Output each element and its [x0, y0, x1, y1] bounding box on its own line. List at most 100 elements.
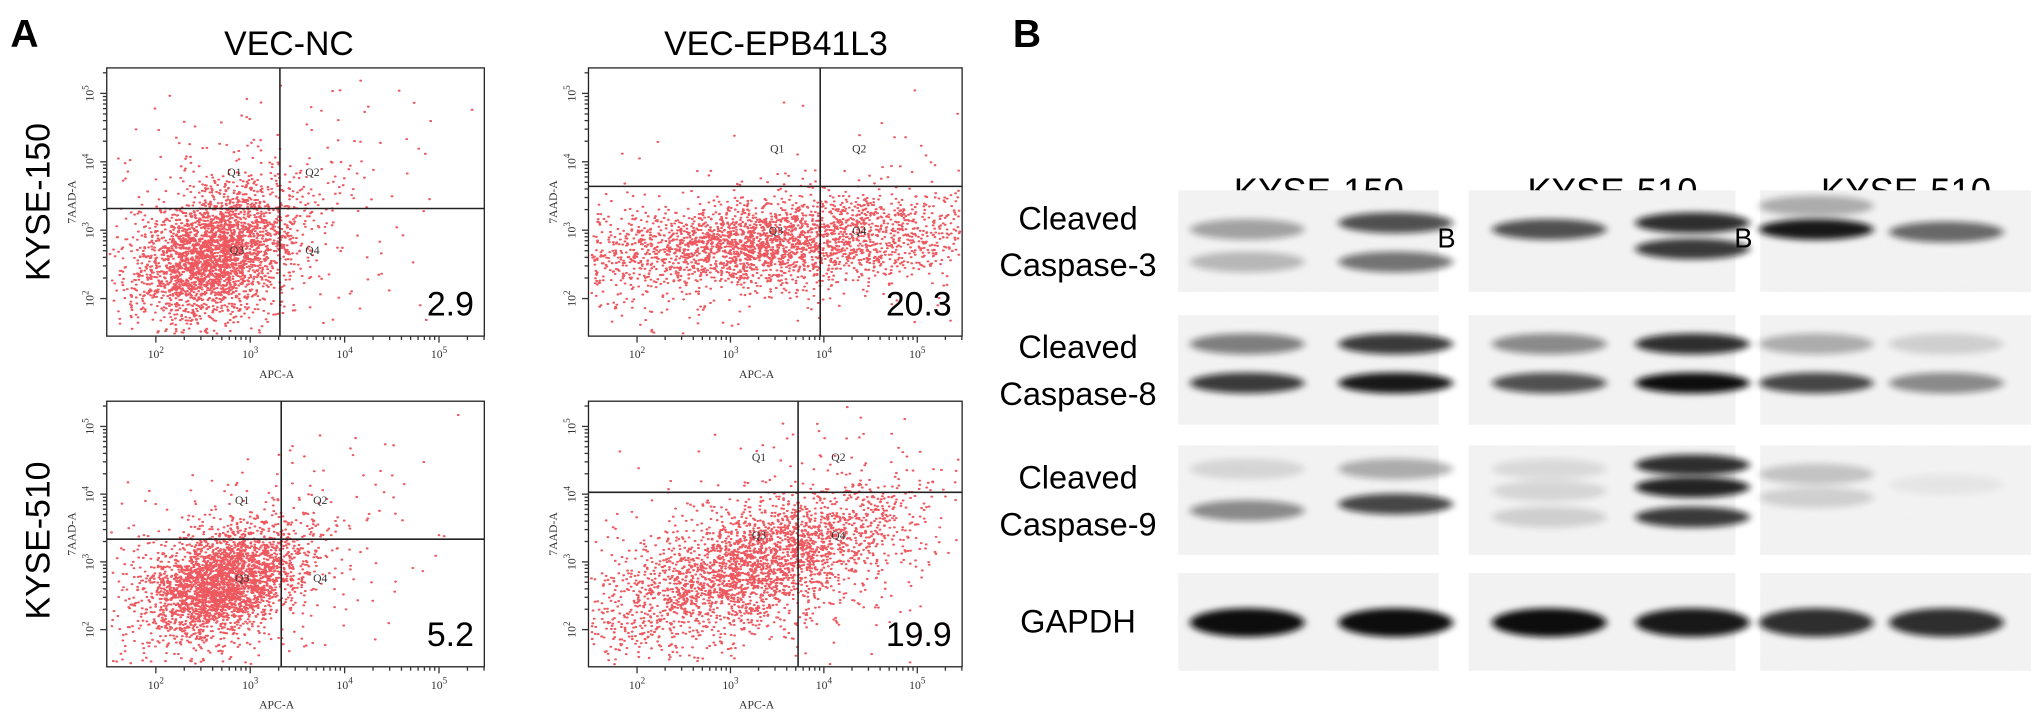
y-tick-label: 104 — [562, 486, 578, 503]
x-tick-label: 103 — [722, 676, 739, 692]
tick-exponent: 4 — [827, 676, 832, 686]
blot-texture — [1468, 315, 1736, 425]
y-tick-label: 105 — [562, 418, 578, 435]
tick-base: 10 — [84, 490, 97, 502]
blot-band — [1492, 608, 1607, 637]
tick-exponent: 3 — [562, 222, 572, 227]
tick-exponent: 5 — [81, 85, 91, 90]
tick-exponent: 2 — [159, 345, 164, 355]
tick-exponent: 4 — [562, 153, 572, 158]
tick-exponent: 5 — [562, 85, 572, 90]
blot-band — [1338, 212, 1453, 234]
x-tick-label: 104 — [816, 676, 833, 692]
blot-band — [1338, 458, 1453, 480]
blot-band — [1492, 218, 1607, 240]
row-label: Cleaved — [1018, 459, 1137, 495]
y-axis-label: 7AAD-A — [547, 180, 560, 224]
tick-base: 10 — [722, 679, 734, 692]
y-tick-label: 102 — [81, 290, 97, 307]
tick-base: 10 — [431, 679, 443, 692]
tick-base: 10 — [909, 348, 921, 361]
percentage: 5.2 — [427, 616, 474, 654]
blot-band — [1189, 500, 1305, 521]
tick-base: 10 — [722, 348, 734, 361]
tick-base: 10 — [84, 558, 97, 570]
tick-exponent: 5 — [562, 418, 572, 423]
x-tick-label: 103 — [722, 345, 739, 361]
x-axis-label: APC-A — [259, 698, 295, 711]
quadrant-label: Q2 — [313, 494, 327, 507]
tick-exponent: 2 — [562, 290, 572, 295]
tick-base: 10 — [629, 679, 641, 692]
blot-band — [1635, 212, 1750, 234]
x-axis-label: APC-A — [739, 368, 775, 381]
quadrant-label: Q1 — [770, 143, 784, 156]
quadrant-label: Q3 — [769, 225, 783, 238]
x-tick-label: 103 — [242, 676, 259, 692]
y-tick-label: 102 — [562, 290, 578, 307]
tick-exponent: 3 — [254, 676, 259, 686]
blot-texture — [1760, 315, 2031, 425]
tick-exponent: 4 — [348, 345, 353, 355]
blot-band — [1338, 372, 1453, 394]
quadrant-label: Q4 — [852, 225, 866, 238]
tick-base: 10 — [84, 158, 97, 170]
blot-band — [1338, 608, 1453, 637]
tick-base: 10 — [148, 679, 160, 692]
blot-band — [1758, 608, 1874, 637]
x-tick-label: 104 — [816, 345, 833, 361]
blot-band — [1889, 221, 2004, 243]
y-tick-label: 104 — [562, 153, 578, 170]
quadrant-label: Q4 — [305, 244, 319, 257]
blot-band — [1492, 372, 1607, 394]
blot-band — [1635, 333, 1750, 355]
x-tick-label: 102 — [148, 676, 165, 692]
tick-base: 10 — [565, 423, 578, 435]
panel-label: A — [10, 13, 38, 56]
row-label: GAPDH — [1020, 603, 1136, 639]
y-tick-label: 104 — [81, 153, 97, 170]
x-tick-label: 104 — [336, 345, 353, 361]
y-tick-label: 103 — [81, 222, 97, 239]
y-tick-label: 103 — [81, 553, 97, 570]
tick-exponent: 2 — [641, 676, 646, 686]
blot-band — [1889, 474, 2004, 495]
quadrant-label: Q3 — [752, 529, 766, 542]
y-axis-label: 7AAD-A — [66, 512, 79, 556]
blot-band — [1189, 608, 1305, 637]
tick-base: 10 — [629, 348, 641, 361]
tick-base: 10 — [84, 423, 97, 435]
quadrant-label: Q2 — [852, 143, 866, 156]
scatter-dots — [590, 89, 962, 335]
tick-base: 10 — [816, 348, 828, 361]
x-tick-label: 105 — [431, 345, 448, 361]
blot-texture — [1178, 315, 1439, 425]
blot-band — [1758, 372, 1874, 394]
tick-base: 10 — [565, 558, 578, 570]
tick-base: 10 — [565, 295, 578, 307]
quadrant-label: Q1 — [235, 494, 249, 507]
tick-exponent: 5 — [921, 676, 926, 686]
x-tick-label: 104 — [336, 676, 353, 692]
tick-base: 10 — [431, 348, 443, 361]
row-label: Cleaved — [1018, 329, 1137, 365]
tick-base: 10 — [242, 348, 254, 361]
panel-label: B — [1013, 13, 1041, 56]
blot-band — [1492, 480, 1607, 502]
blot-band — [1189, 333, 1305, 355]
y-tick-label: 104 — [81, 486, 97, 503]
tick-exponent: 3 — [81, 222, 91, 227]
y-axis-label: 7AAD-A — [66, 180, 79, 224]
tick-base: 10 — [336, 679, 348, 692]
blot-band — [1635, 238, 1750, 260]
quadrant-label: Q2 — [831, 451, 845, 464]
blot-band — [1189, 458, 1305, 480]
tick-base: 10 — [565, 626, 578, 638]
tick-exponent: 4 — [81, 153, 91, 158]
x-axis-label: APC-A — [259, 368, 295, 381]
tick-exponent: 2 — [159, 676, 164, 686]
blot-band — [1758, 195, 1874, 217]
tick-base: 10 — [84, 295, 97, 307]
row-label: Caspase-9 — [999, 506, 1156, 542]
